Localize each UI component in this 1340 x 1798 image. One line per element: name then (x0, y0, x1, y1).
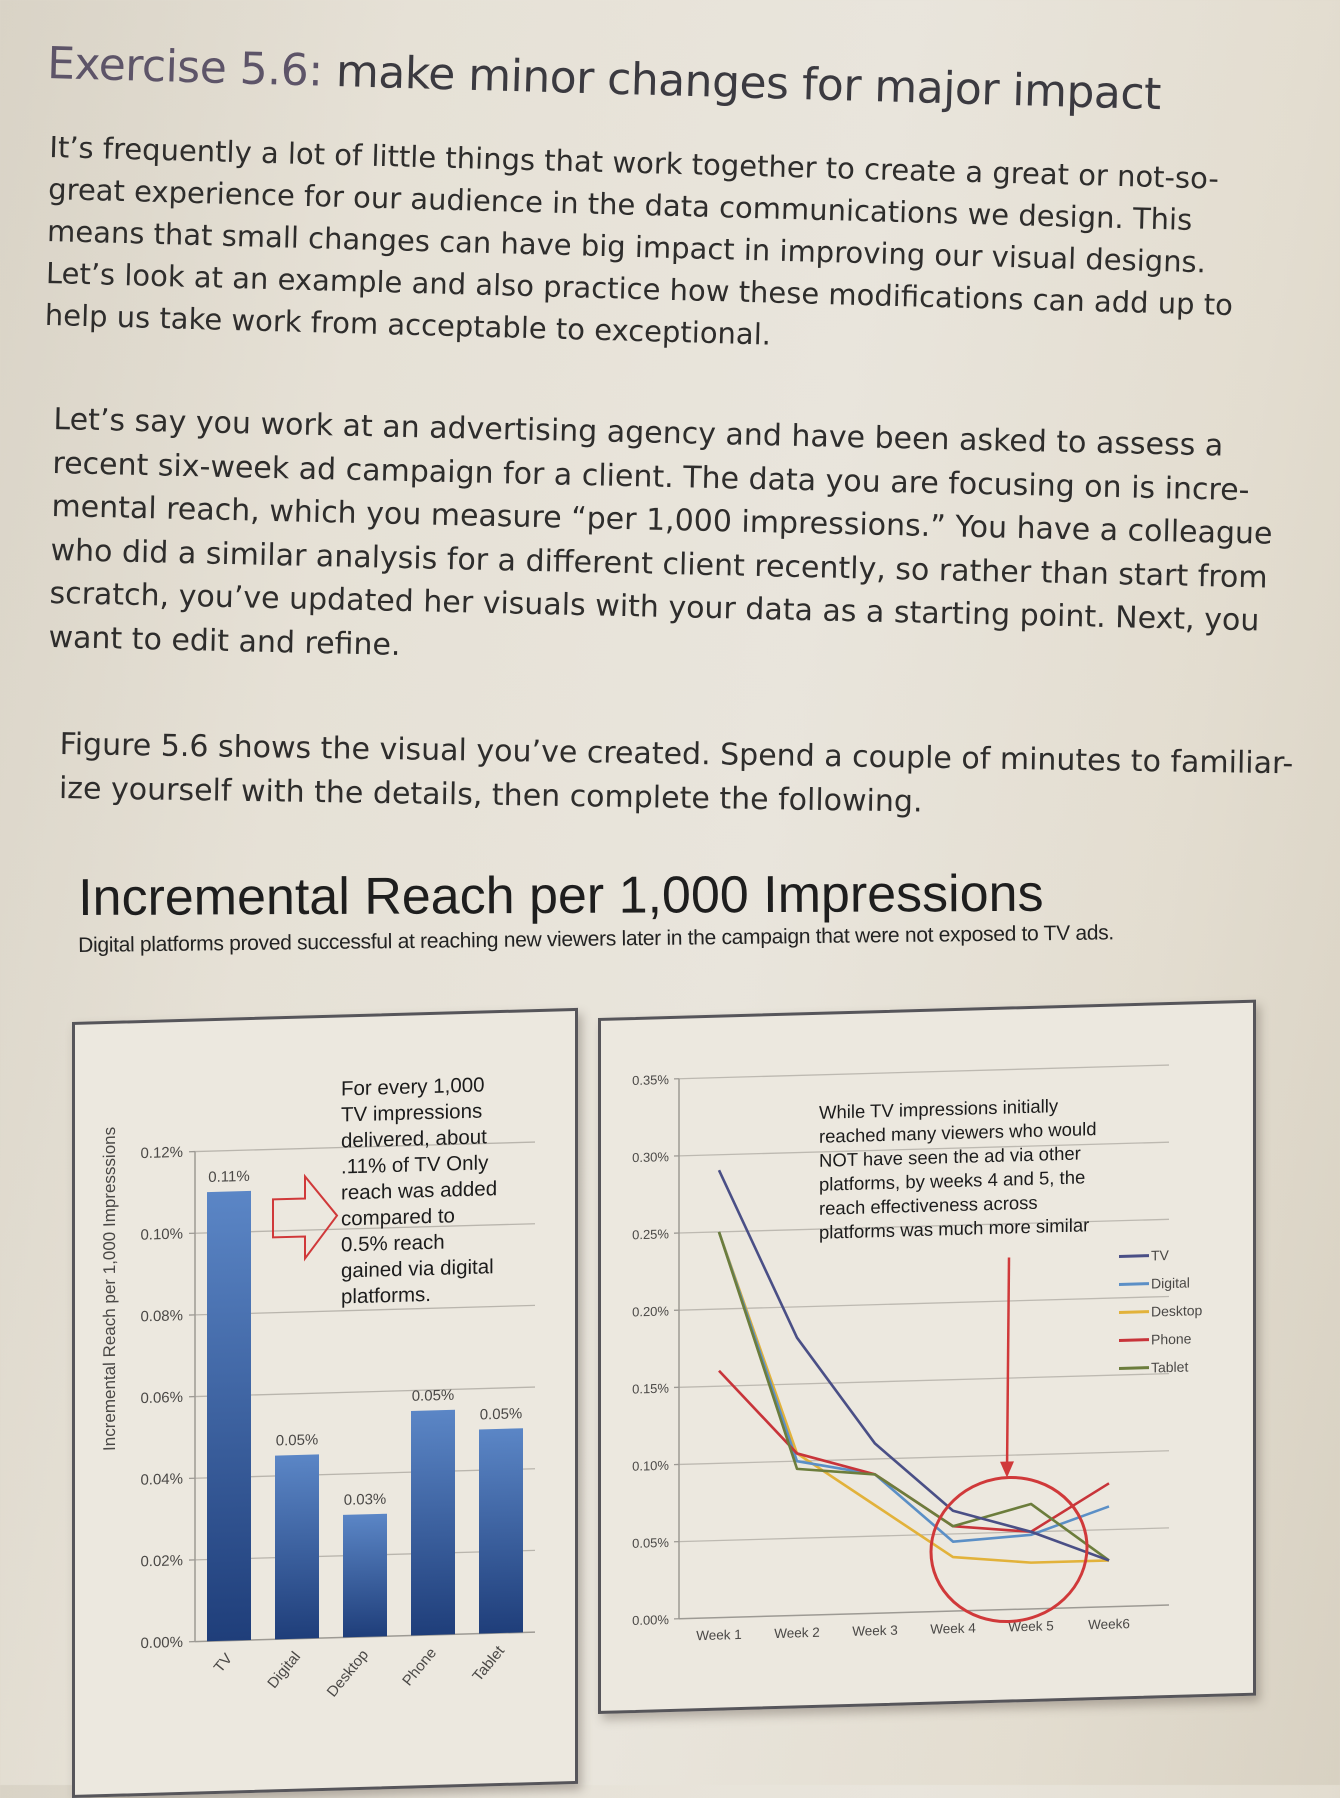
y-tick-label: 0.05% (632, 1535, 669, 1551)
bar-digital (275, 1454, 319, 1639)
highlight-arrow-icon (1000, 1257, 1014, 1477)
y-tick-label: 0.25% (632, 1226, 669, 1242)
y-tick-label: 0.10% (632, 1458, 669, 1474)
y-tick-label: 0.04% (140, 1471, 183, 1489)
x-tick-label: Phone (399, 1645, 440, 1690)
legend-item: Desktop (1151, 1302, 1203, 1319)
y-tick-label: 0.02% (140, 1552, 183, 1570)
bar-value-label: 0.03% (344, 1491, 387, 1509)
y-tick-label: 0.00% (140, 1634, 183, 1652)
bar-tablet (479, 1428, 523, 1633)
bar-tv (207, 1191, 251, 1641)
highlight-circle-icon (931, 1475, 1087, 1623)
exercise-label: Exercise 5.6: (47, 38, 324, 97)
y-tick-label: 0.12% (140, 1144, 183, 1162)
line-chart-legend: TV Digital Desktop Phone Tablet (1119, 1246, 1203, 1376)
legend-item: Tablet (1151, 1359, 1188, 1376)
x-tick-label: Week 2 (774, 1625, 820, 1641)
bar-phone (411, 1410, 455, 1636)
bar-chart: 0.00% 0.02% 0.04% 0.06% 0.08% 0.10% 0.12% 0.11… (75, 1011, 575, 1795)
legend-item: Phone (1151, 1330, 1192, 1347)
instruction-paragraph: Figure 5.6 shows the visual you’ve creat… (59, 723, 1294, 830)
y-tick-label: 0.20% (632, 1303, 669, 1319)
y-tick-label: 0.00% (632, 1612, 669, 1628)
bar-value-label: 0.11% (208, 1168, 249, 1186)
scenario-paragraph: Let’s say you work at an advertising age… (48, 398, 1275, 687)
x-tick-label: Week 1 (696, 1627, 742, 1643)
exercise-heading: Exercise 5.6: make minor changes for maj… (47, 38, 1162, 120)
series-line-phone (719, 1360, 1109, 1541)
legend-item: TV (1151, 1247, 1170, 1264)
y-tick-label: 0.30% (632, 1149, 669, 1165)
y-tick-label: 0.08% (140, 1307, 183, 1325)
x-tick-label: Week 4 (930, 1620, 976, 1636)
bar-chart-x-axis: TV Digital Desktop Phone Tablet (211, 1642, 509, 1704)
exercise-title: make minor changes for major impact (335, 46, 1161, 120)
bar-chart-y-label: Incremental Reach per 1,000 Impresssions (100, 1127, 119, 1452)
figure-title: Incremental Reach per 1,000 Impressions (78, 864, 1044, 928)
x-tick-label: TV (211, 1650, 236, 1676)
bar-chart-annotation: For every 1,000TV impressionsdelivered, … (341, 1073, 497, 1308)
line-chart-annotation: While TV impressions initiallyreached ma… (819, 1094, 1097, 1243)
bar-chart-panel: 0.00% 0.02% 0.04% 0.06% 0.08% 0.10% 0.12% 0.11… (72, 1008, 578, 1798)
bar-chart-y-axis: 0.00% 0.02% 0.04% 0.06% 0.08% 0.10% 0.12% (140, 1144, 183, 1652)
bar-value-label: 0.05% (480, 1405, 523, 1423)
right-arrow-icon (273, 1176, 337, 1260)
bar-desktop (343, 1514, 387, 1638)
line-chart-y-axis: 0.00% 0.05% 0.10% 0.15% 0.20% 0.25% 0.30% 0.35% (632, 1072, 669, 1628)
legend-item: Digital (1151, 1274, 1190, 1291)
y-tick-label: 0.35% (632, 1072, 669, 1088)
y-tick-label: 0.10% (140, 1226, 183, 1244)
y-tick-label: 0.06% (140, 1389, 183, 1407)
x-tick-label: Digital (264, 1649, 304, 1692)
x-tick-label: Week 3 (852, 1623, 898, 1639)
x-tick-label: Tablet (469, 1642, 508, 1685)
intro-paragraph: It’s frequently a lot of little things t… (44, 126, 1237, 368)
bar-value-label: 0.05% (412, 1387, 455, 1405)
bar-value-label: 0.05% (276, 1431, 319, 1449)
line-chart-panel: 0.00% 0.05% 0.10% 0.15% 0.20% 0.25% 0.30% 0.35%… (598, 1000, 1256, 1714)
x-tick-label: Week6 (1088, 1616, 1130, 1632)
line-chart: 0.00% 0.05% 0.10% 0.15% 0.20% 0.25% 0.30% 0.35%… (601, 1003, 1253, 1711)
y-tick-label: 0.15% (632, 1381, 669, 1397)
x-tick-label: Desktop (324, 1647, 372, 1701)
